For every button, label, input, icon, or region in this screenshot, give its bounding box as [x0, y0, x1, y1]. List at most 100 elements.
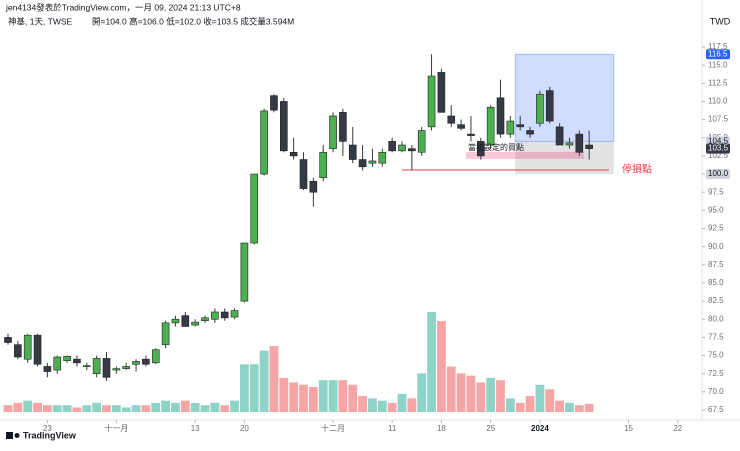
x-tick-label: 十一月 [104, 423, 128, 433]
candle-body [378, 151, 387, 164]
volume-bar [72, 407, 82, 412]
volume-bar [52, 405, 62, 412]
volume-bar [249, 364, 259, 412]
candle-body [427, 75, 436, 128]
y-tick-label: 77.5 [708, 333, 724, 342]
candle-body [467, 133, 475, 136]
candle-body [230, 310, 239, 318]
candle-body [536, 93, 544, 124]
volume-bar [102, 405, 111, 412]
candle-body [260, 110, 268, 175]
candle-body [555, 126, 564, 146]
y-tick-label: 92.5 [708, 224, 724, 233]
volume-bar [387, 402, 397, 412]
candle-body [545, 90, 554, 122]
candle-body [132, 361, 140, 365]
y-tick-label: 82.5 [708, 296, 724, 305]
candle-body [408, 148, 416, 152]
candle-body [92, 358, 101, 375]
candle-body [112, 368, 121, 371]
volume-bar [377, 400, 387, 412]
volume-bar [210, 402, 220, 412]
candle-body [476, 141, 485, 157]
y-tick-label: 90.0 [708, 242, 724, 251]
y-tick-label: 117.5 [708, 42, 728, 51]
x-tick-label: 15 [624, 424, 633, 433]
volume-bar [141, 405, 151, 412]
candle-body [486, 106, 495, 146]
candle-body [220, 311, 229, 319]
candle-body [151, 349, 160, 364]
volume-bar [3, 405, 13, 412]
candle-body [398, 144, 406, 152]
volume-bar [259, 350, 269, 412]
x-tick-label: 25 [486, 424, 495, 433]
candle-body [565, 142, 574, 146]
candle-body [279, 101, 288, 152]
symbol: 神基, 1天, TWSE [8, 16, 73, 26]
candle-body [211, 311, 219, 320]
candle-body [201, 317, 209, 322]
volume-bar [348, 384, 358, 412]
price-badge-label: 104.5 [708, 136, 729, 145]
y-tick-label: 107.5 [708, 115, 729, 124]
volume-bar [407, 398, 417, 412]
candle-body [388, 141, 396, 152]
y-tick-label: 102.5 [708, 151, 729, 160]
candle-body [417, 130, 426, 153]
candle-body [240, 242, 249, 302]
price-badge [706, 169, 730, 180]
candle-body [368, 160, 377, 164]
x-tick-label: 22 [673, 424, 682, 433]
x-tick-label: 2024 [531, 424, 549, 433]
volume-bar [180, 400, 190, 412]
volume-bar [368, 398, 377, 412]
volume-bar [476, 382, 486, 412]
candle-body [299, 159, 308, 189]
volume-bar [397, 393, 407, 412]
volume-bar [574, 405, 584, 412]
candle-body [53, 356, 62, 371]
volume-bar [33, 402, 42, 412]
volume-bar [171, 402, 180, 412]
volume-bar [111, 405, 121, 412]
y-tick-label: 115.0 [708, 60, 728, 69]
volume-bar [496, 380, 505, 412]
candle-body [142, 358, 150, 365]
price-badge-label: 103.5 [708, 144, 729, 153]
candle-body [161, 322, 170, 345]
volume-bar [220, 405, 230, 412]
y-tick-label: 110.0 [708, 97, 728, 106]
price-badge-label: 100.0 [708, 169, 729, 178]
candle-body [516, 124, 525, 128]
candle-body [447, 115, 456, 124]
volume-bar [200, 405, 210, 412]
candle-body [339, 112, 347, 142]
volume-bar [466, 375, 476, 412]
candle-body [526, 130, 534, 135]
candle-body [102, 358, 111, 378]
volume-bar [308, 387, 318, 412]
candle-body [181, 315, 190, 327]
volume-bar [446, 366, 456, 412]
volume-bar [565, 402, 574, 412]
x-tick-label: 十二月 [321, 423, 345, 433]
entry-highlight [466, 151, 585, 159]
candle-body [575, 133, 584, 153]
y-tick-label: 112.5 [708, 78, 728, 87]
x-tick-label: 11 [388, 424, 397, 433]
x-tick-label: 23 [43, 424, 52, 433]
y-tick-label: 87.5 [708, 260, 724, 269]
candle-body [348, 144, 357, 160]
candle-body [33, 334, 42, 365]
candle-body [309, 181, 318, 193]
volume-bar [584, 403, 594, 412]
stop-zone [515, 141, 614, 175]
candle-body [358, 159, 367, 168]
candle-body [329, 115, 337, 149]
volume-bar [299, 384, 308, 412]
candle-body [83, 365, 91, 368]
volume-bar [289, 382, 299, 412]
volume-bar [92, 402, 102, 412]
